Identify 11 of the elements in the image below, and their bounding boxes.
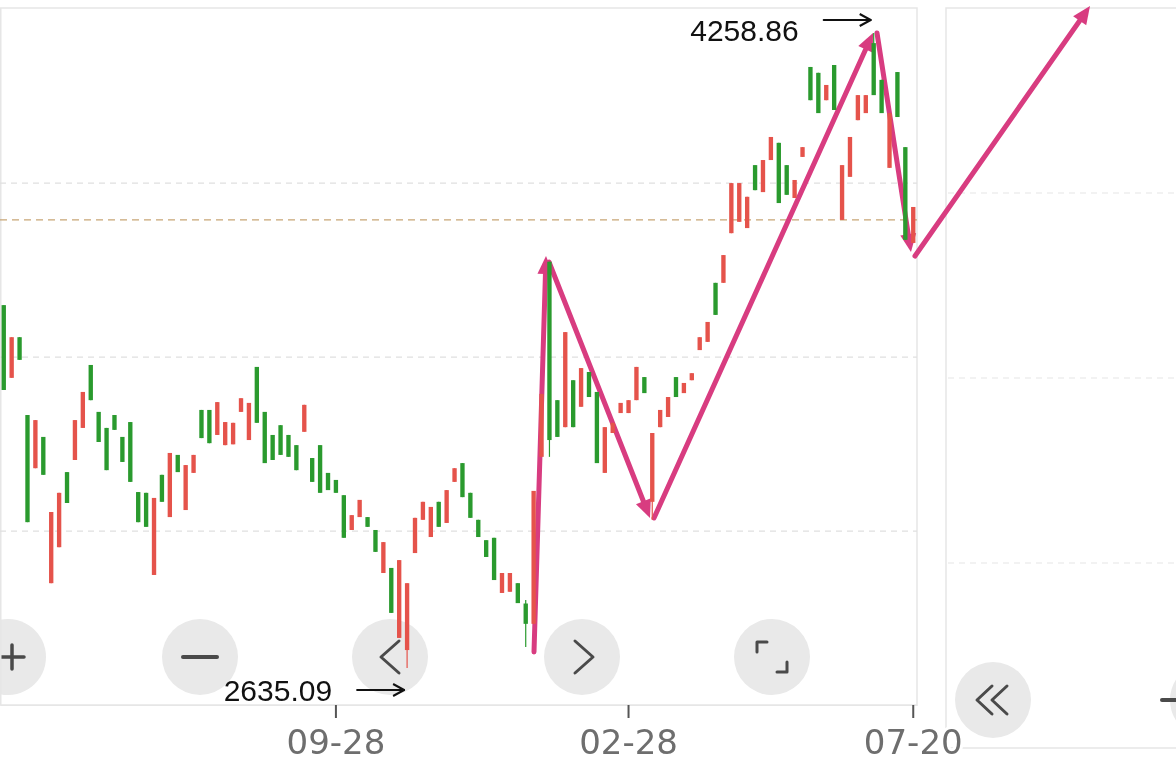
candlestick [523,599,528,648]
x-tick-label: 09-28 [286,722,386,763]
x-tick-label: 02-28 [579,722,678,763]
candlestick [665,397,671,417]
candlestick [499,573,505,593]
text: 2635.09 [223,673,333,707]
candlestick [310,457,315,483]
annotation: 4258.86 [690,13,799,47]
candlestick [507,572,513,593]
candlestick [17,336,22,361]
x-tick-label: 07-20 [863,722,963,763]
